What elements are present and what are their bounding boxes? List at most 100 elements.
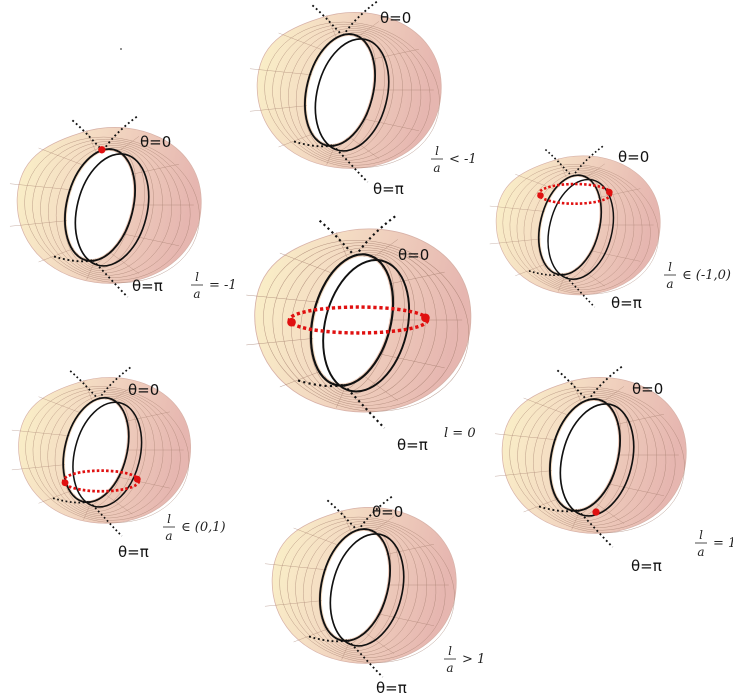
intersection-point-left bbox=[61, 479, 69, 487]
theta-pi-label: θ=π bbox=[397, 436, 428, 454]
intersection-point-left bbox=[287, 317, 296, 327]
mesh-spoke bbox=[123, 233, 179, 246]
mesh-spoke bbox=[515, 174, 554, 190]
theta-pi-label: θ=π bbox=[631, 557, 662, 575]
tube-opening bbox=[313, 256, 391, 384]
mesh-ring bbox=[281, 245, 448, 406]
mesh-ring bbox=[32, 139, 191, 281]
mesh-ring bbox=[309, 252, 416, 398]
intersection-point-right bbox=[606, 188, 613, 196]
fraction-denominator: a bbox=[165, 529, 172, 543]
mesh-spoke bbox=[596, 503, 625, 524]
seam-top-back bbox=[326, 499, 358, 531]
mesh-spoke bbox=[366, 633, 395, 654]
mesh-ring bbox=[32, 388, 181, 521]
mesh-ring bbox=[25, 386, 190, 523]
theta-zero-label: θ=0 bbox=[380, 9, 411, 27]
mesh-spoke bbox=[264, 599, 329, 607]
intersection-point-right bbox=[421, 313, 430, 323]
theta-zero-label: θ=0 bbox=[372, 503, 403, 521]
seam-top-back bbox=[71, 119, 103, 151]
surface-mesh bbox=[494, 380, 685, 533]
mesh-ring bbox=[295, 521, 437, 658]
mesh-ring bbox=[62, 396, 147, 512]
mesh-spoke bbox=[336, 232, 348, 259]
fraction-numerator: l bbox=[448, 644, 452, 658]
seam-top-back bbox=[69, 370, 99, 400]
rim-back bbox=[314, 38, 390, 152]
mesh-spoke bbox=[83, 380, 93, 401]
intersection-point-right bbox=[133, 475, 141, 483]
mesh-ring bbox=[272, 242, 459, 409]
condition-relation: = 1 bbox=[713, 536, 733, 551]
theta-zero-label: θ=0 bbox=[128, 381, 159, 399]
mesh-ring bbox=[509, 386, 685, 533]
intersection-point bbox=[592, 508, 600, 516]
mesh-spoke bbox=[246, 337, 321, 346]
mesh-spoke bbox=[363, 118, 419, 131]
fraction-denominator: a bbox=[697, 545, 704, 559]
mesh-ring bbox=[279, 516, 455, 663]
condition-label: la < -1 bbox=[431, 144, 477, 175]
fraction-denominator: a bbox=[193, 287, 200, 301]
condition-label: la ∈ (0,1) bbox=[163, 512, 226, 543]
mesh-spoke bbox=[351, 138, 380, 159]
mesh-ring bbox=[525, 391, 667, 528]
mesh-spoke bbox=[293, 527, 338, 545]
seam-bottom-back bbox=[297, 379, 344, 388]
mesh-spoke bbox=[557, 158, 567, 178]
mesh-ring bbox=[24, 136, 200, 283]
seam-bottom bbox=[342, 384, 386, 429]
mesh-spoke bbox=[378, 613, 434, 626]
mesh-spoke bbox=[571, 380, 582, 403]
mesh-spoke bbox=[11, 463, 72, 471]
tube-opening bbox=[321, 530, 389, 640]
mesh-spoke bbox=[38, 396, 80, 413]
mesh-ring bbox=[40, 390, 172, 519]
mesh-spoke bbox=[365, 376, 398, 401]
mesh-ring bbox=[303, 32, 394, 156]
seam-bottom-back bbox=[528, 270, 564, 276]
mesh-spoke bbox=[494, 469, 559, 477]
torus-panel-l-zero bbox=[246, 215, 472, 429]
mesh-spoke bbox=[523, 397, 568, 415]
tube-opening bbox=[306, 35, 374, 145]
tube-opening bbox=[551, 400, 619, 510]
fraction-numerator: l bbox=[167, 512, 171, 526]
fraction-numerator: l bbox=[668, 260, 672, 274]
condition-relation: ∈ (0,1) bbox=[181, 520, 226, 535]
mesh-spoke bbox=[106, 495, 133, 515]
seam-bottom-back bbox=[293, 140, 333, 148]
seam-bottom bbox=[88, 500, 123, 537]
theta-pi-label: θ=π bbox=[373, 180, 404, 198]
seam-bottom-back bbox=[53, 255, 93, 263]
rim-back bbox=[559, 403, 635, 517]
rim-back bbox=[329, 533, 405, 647]
mesh-spoke bbox=[341, 510, 352, 533]
mesh-spoke bbox=[590, 250, 641, 262]
mesh-ring bbox=[291, 247, 437, 403]
seam-bottom bbox=[576, 509, 614, 548]
seam-bottom bbox=[331, 144, 369, 183]
theta-pi-label: θ=π bbox=[118, 543, 149, 561]
mesh-ring bbox=[548, 397, 639, 521]
condition-label: la = 1 bbox=[695, 528, 733, 559]
mesh-ring bbox=[537, 173, 618, 284]
fraction-denominator: a bbox=[446, 661, 453, 675]
rim-back bbox=[322, 259, 411, 393]
mesh-spoke bbox=[278, 32, 323, 50]
theta-zero-label: θ=0 bbox=[632, 380, 663, 398]
fraction-denominator: a bbox=[666, 277, 673, 291]
mesh-spoke bbox=[9, 219, 74, 227]
mesh-ring bbox=[288, 28, 412, 161]
fraction-numerator: l bbox=[195, 270, 199, 284]
condition-relation: ∈ (-1,0) bbox=[682, 268, 731, 283]
condition-relation: > 1 bbox=[462, 652, 485, 667]
theta-pi-label: θ=π bbox=[376, 679, 407, 697]
mesh-ring bbox=[516, 168, 643, 291]
condition-label: la > 1 bbox=[444, 644, 485, 675]
seam-bottom bbox=[346, 639, 384, 678]
mesh-spoke bbox=[494, 433, 559, 441]
mesh-ring bbox=[303, 523, 427, 656]
condition-relation: = -1 bbox=[209, 278, 237, 293]
